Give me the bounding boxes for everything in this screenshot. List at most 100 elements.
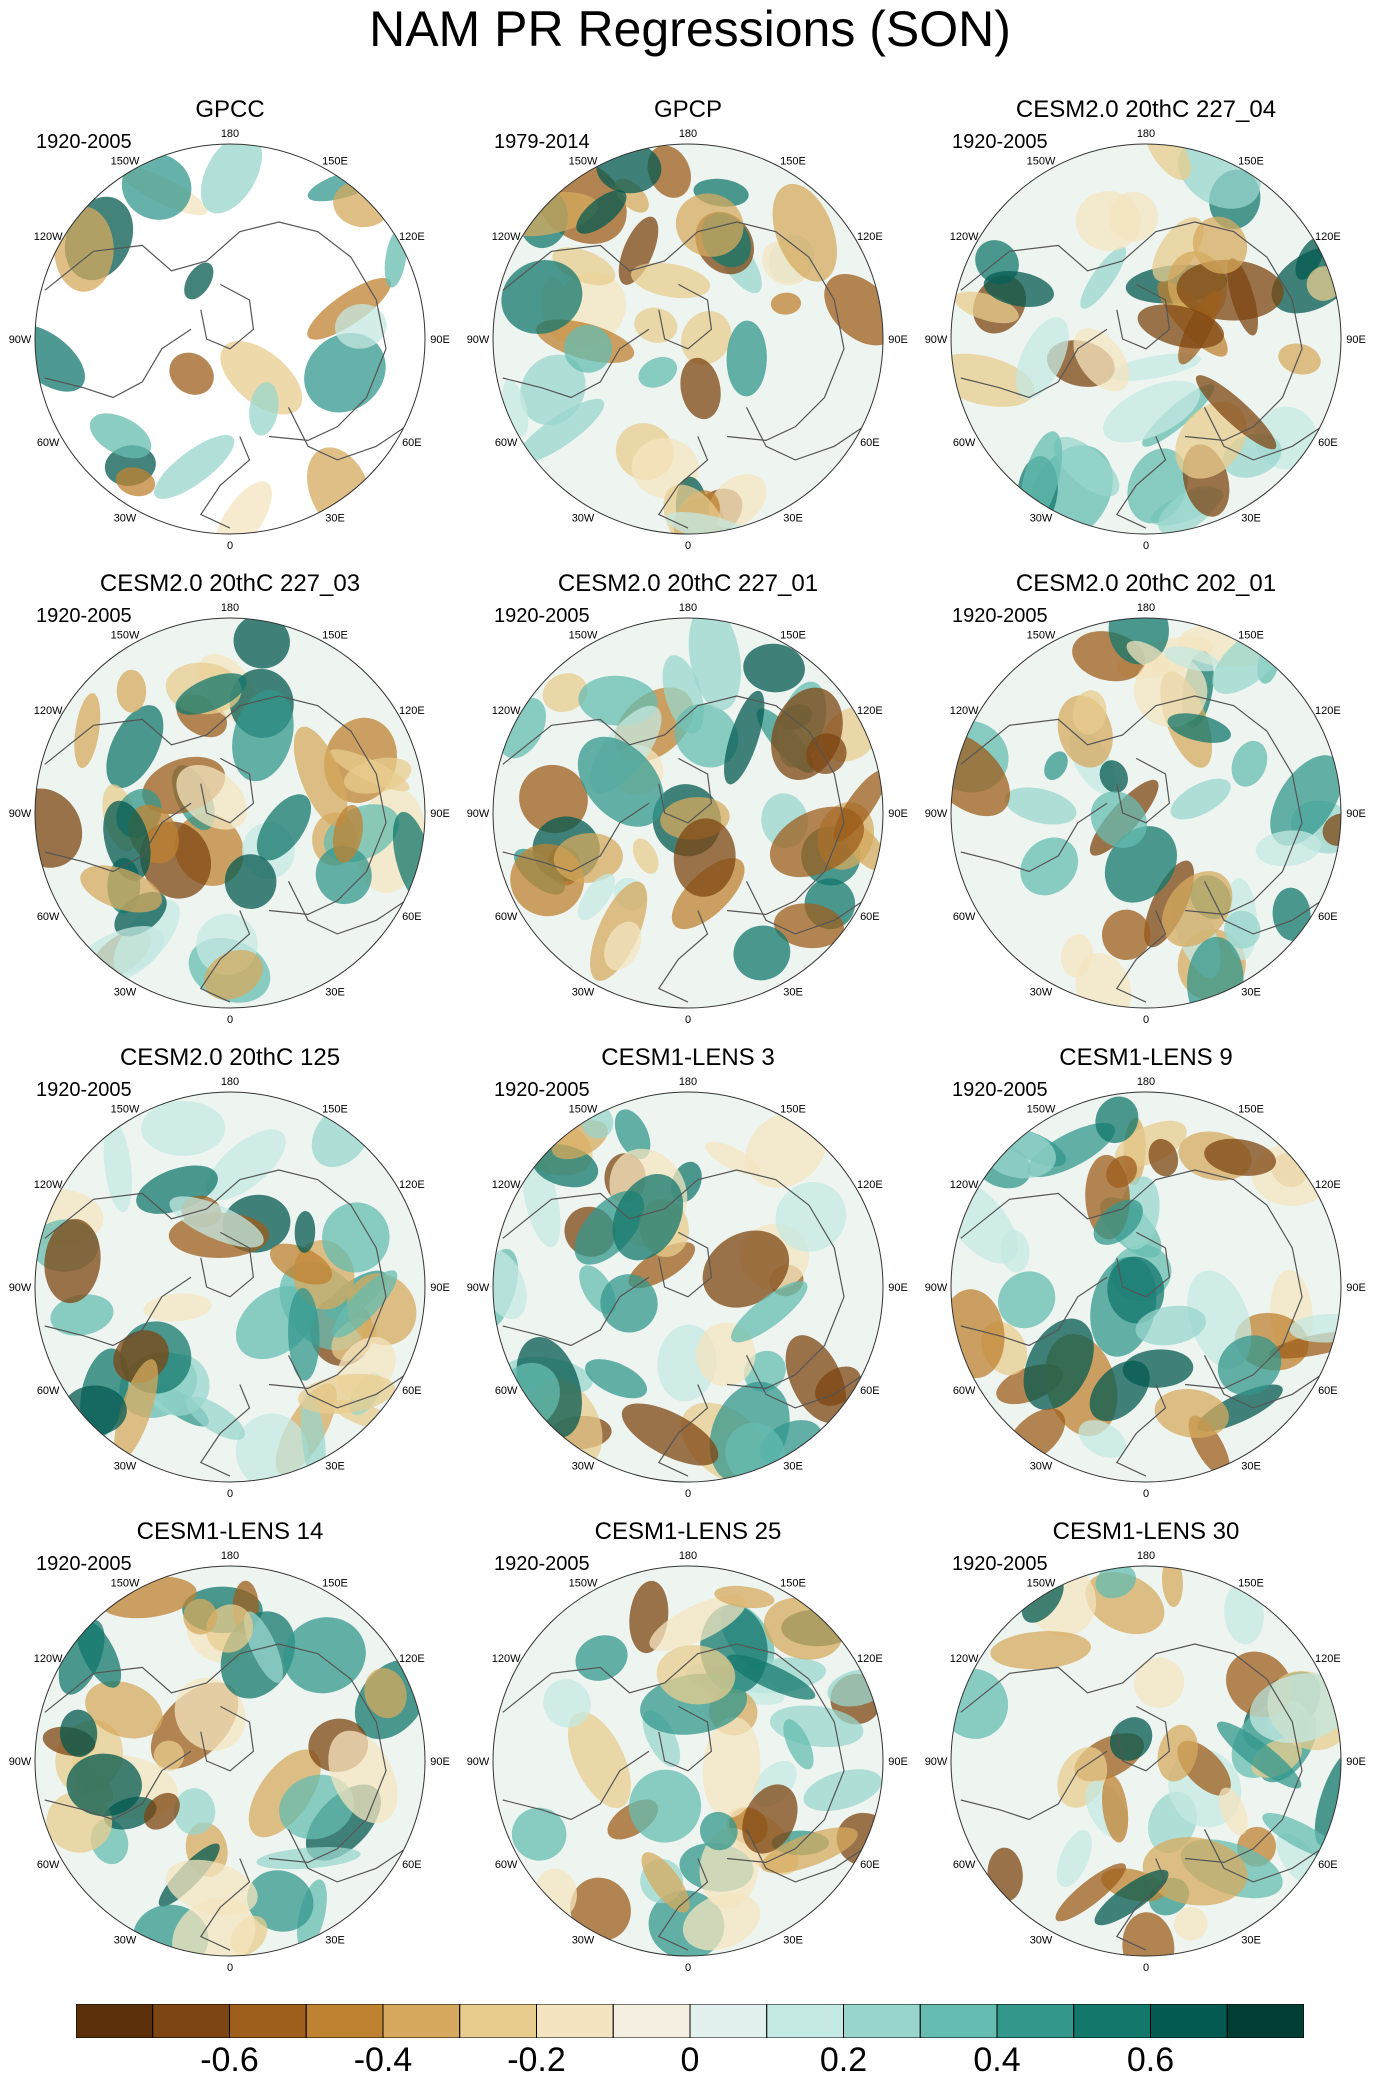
longitude-label: 120W xyxy=(950,1179,979,1191)
anomaly-patch xyxy=(293,726,348,827)
longitude-label: 180 xyxy=(679,1076,697,1088)
longitude-label: 30W xyxy=(1030,986,1053,998)
longitude-label: 150E xyxy=(322,1104,348,1116)
coastline xyxy=(960,1750,1108,1821)
coastline xyxy=(199,1858,251,1951)
precip-field xyxy=(493,1566,883,1956)
longitude-label: 150W xyxy=(1027,630,1056,642)
panel-period: 1920-2005 xyxy=(36,1553,132,1575)
anomaly-patch xyxy=(35,324,85,392)
longitude-label: 30E xyxy=(1241,1460,1261,1472)
anomaly-patch xyxy=(269,1243,333,1285)
longitude-label: 90W xyxy=(467,808,490,820)
longitude-label: 90W xyxy=(9,334,32,346)
longitude-label: 150W xyxy=(111,1104,140,1116)
coastline xyxy=(745,407,864,461)
anomaly-patch xyxy=(206,1129,286,1201)
anomaly-patch xyxy=(1142,1837,1248,1906)
anomaly-patch xyxy=(775,1182,847,1252)
anomaly-patch xyxy=(1101,1774,1129,1843)
anomaly-patch xyxy=(1223,910,1261,949)
anomaly-patch xyxy=(726,1654,816,1700)
colorbar-tick-label: 0 xyxy=(680,2041,700,2079)
map-boundary xyxy=(492,1091,884,1483)
longitude-label: 30W xyxy=(114,986,137,998)
coastline xyxy=(200,1705,255,1772)
longitude-label: 0 xyxy=(685,1488,691,1500)
panel-period: 1920-2005 xyxy=(36,1079,132,1101)
longitude-label: 30W xyxy=(572,512,595,524)
map-boundary xyxy=(34,1091,426,1483)
anomaly-patch xyxy=(634,307,678,343)
longitude-label: 30W xyxy=(1030,512,1053,524)
longitude-label: 0 xyxy=(1143,1488,1149,1500)
longitude-label: 90W xyxy=(925,1756,948,1768)
panel-title: CESM1-LENS 9 xyxy=(1059,1044,1233,1071)
anomaly-patch xyxy=(1135,1305,1206,1346)
anomaly-patch xyxy=(1108,353,1201,381)
anomaly-patch xyxy=(542,673,588,713)
anomaly-patch xyxy=(803,1769,882,1812)
longitude-label: 0 xyxy=(227,540,233,552)
longitude-label: 120W xyxy=(34,1179,63,1191)
panel-period: 1920-2005 xyxy=(494,1553,590,1575)
anomaly-patch xyxy=(493,1249,527,1320)
longitude-label: 120W xyxy=(950,231,979,243)
coastline xyxy=(1115,1858,1167,1951)
panel-title: CESM1-LENS 30 xyxy=(1052,1518,1240,1545)
longitude-label: 0 xyxy=(685,540,691,552)
anomaly-patch xyxy=(235,1413,309,1482)
anomaly-patch xyxy=(1078,1420,1127,1458)
colorbar-bin xyxy=(536,2004,614,2038)
coastline xyxy=(960,1643,1303,1864)
longitude-label: 60E xyxy=(860,1385,880,1397)
longitude-label: 150W xyxy=(569,1104,598,1116)
colorbar xyxy=(76,2004,1304,2038)
precip-field xyxy=(951,1566,1341,1956)
longitude-label: 120E xyxy=(399,1653,425,1665)
longitude-label: 30W xyxy=(114,1934,137,1946)
precip-field xyxy=(493,1092,883,1482)
longitude-label: 180 xyxy=(1137,602,1155,614)
longitude-label: 150E xyxy=(780,156,806,168)
colorbar-bin xyxy=(382,2004,461,2038)
anomaly-patch xyxy=(1255,830,1322,867)
anomaly-patch xyxy=(632,838,659,874)
anomaly-patch xyxy=(186,1396,245,1440)
anomaly-patch xyxy=(709,474,767,529)
anomaly-patch xyxy=(618,216,659,285)
longitude-label: 30W xyxy=(1030,1460,1053,1472)
anomaly-patch xyxy=(519,764,588,834)
anomaly-patch xyxy=(173,1788,216,1835)
anomaly-patch xyxy=(675,193,744,257)
coastline xyxy=(200,283,255,350)
coastline xyxy=(1116,1231,1171,1298)
coastline xyxy=(44,1276,192,1347)
map-panel: CESM2.0 20thC 227_04 1920-2005 180 150E 120E… xyxy=(916,96,1376,568)
longitude-label: 150E xyxy=(780,1578,806,1590)
longitude-label: 60E xyxy=(402,911,422,923)
longitude-label: 180 xyxy=(1137,128,1155,140)
longitude-label: 180 xyxy=(221,1550,239,1562)
anomaly-patch xyxy=(297,1373,395,1414)
longitude-label: 60W xyxy=(37,1859,60,1871)
anomaly-patch xyxy=(600,1274,658,1333)
colorbar-bin xyxy=(1226,2004,1304,2038)
anomaly-patch xyxy=(1020,837,1079,896)
anomaly-patch xyxy=(621,1403,719,1466)
anomaly-patch xyxy=(1122,1912,1175,1956)
longitude-label: 30E xyxy=(1241,986,1261,998)
anomaly-patch xyxy=(256,794,312,861)
anomaly-patch xyxy=(89,413,152,459)
map-boundary xyxy=(34,617,426,1009)
map-panel: CESM2.0 20thC 125 1920-2005 180 150E 120E 90E… xyxy=(0,1044,460,1516)
anomaly-patch xyxy=(85,1680,163,1739)
anomaly-patch xyxy=(769,806,865,878)
longitude-label: 60E xyxy=(1318,1859,1338,1871)
coastline xyxy=(1116,1705,1171,1772)
polar-map: 180 150E 120E 90E 60E 30E 0 30W 60W 90W 120W 150W xyxy=(925,1550,1366,1974)
anomaly-patch xyxy=(116,669,147,713)
anomaly-patch xyxy=(1322,813,1341,846)
colorbar-bin xyxy=(996,2004,1075,2038)
coastline xyxy=(657,1384,709,1477)
